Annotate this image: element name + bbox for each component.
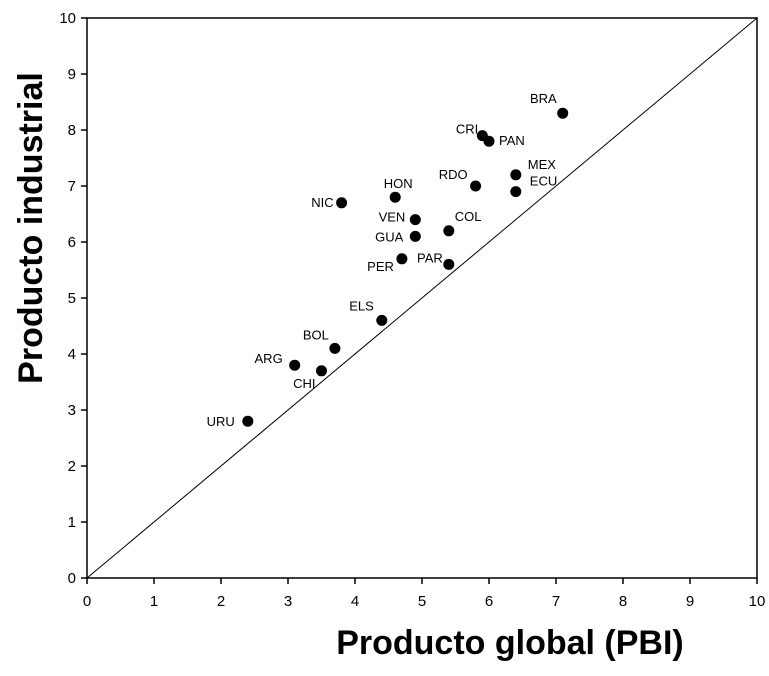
- point-label-hon: HON: [384, 176, 413, 191]
- point-label-cri: CRI: [456, 122, 478, 137]
- x-tick-label: 8: [619, 593, 627, 610]
- reference-diagonal-line: [86, 17, 758, 579]
- data-point-uru: [242, 415, 254, 427]
- x-tick-label: 4: [351, 593, 359, 610]
- y-tick-label: 3: [68, 402, 76, 419]
- point-label-bol: BOL: [303, 327, 329, 342]
- y-axis-title: Producto industrial: [12, 72, 50, 384]
- y-tick-label: 6: [68, 234, 76, 251]
- y-tick-label: 5: [68, 290, 76, 307]
- data-point-ven: [409, 214, 421, 226]
- data-point-per: [396, 253, 408, 265]
- x-tick-label: 1: [150, 593, 158, 610]
- x-tick-label: 5: [418, 593, 426, 610]
- data-point-par: [443, 258, 455, 270]
- data-point-col: [443, 225, 455, 237]
- point-label-pan: PAN: [499, 133, 525, 148]
- point-label-rdo: RDO: [439, 167, 468, 182]
- data-point-rdo: [470, 180, 482, 192]
- point-label-ven: VEN: [379, 210, 406, 225]
- x-tick-label: 2: [217, 593, 225, 610]
- y-tick-label: 9: [68, 66, 76, 83]
- point-label-els: ELS: [349, 298, 374, 313]
- y-tick-label: 4: [68, 346, 76, 363]
- data-point-nic: [336, 197, 348, 209]
- x-tick-label: 0: [83, 593, 91, 610]
- data-point-arg: [289, 359, 301, 371]
- y-tick-label: 0: [68, 570, 76, 587]
- point-label-arg: ARG: [255, 351, 283, 366]
- x-tick-label: 10: [749, 593, 766, 610]
- data-point-bol: [329, 342, 341, 354]
- x-axis-title: Producto global (PBI): [336, 624, 684, 662]
- y-axis: 0 1 2 3 4 5 6 7 8 9 10: [59, 10, 87, 587]
- data-point-gua: [409, 230, 421, 242]
- data-point-hon: [389, 191, 401, 203]
- point-label-par: PAR: [417, 250, 443, 265]
- x-tick-label: 6: [485, 593, 493, 610]
- point-label-nic: NIC: [311, 195, 333, 210]
- point-label-mex: MEX: [528, 157, 557, 172]
- point-label-ecu: ECU: [530, 174, 557, 189]
- y-tick-label: 10: [59, 10, 76, 27]
- data-point-bra: [557, 107, 569, 119]
- x-tick-label: 3: [284, 593, 292, 610]
- data-point-mex: [510, 169, 522, 181]
- point-label-bra: BRA: [530, 91, 557, 106]
- x-axis: 0 1 2 3 4 5 6 7 8 9 10: [83, 578, 766, 610]
- y-tick-label: 8: [68, 122, 76, 139]
- point-label-gua: GUA: [375, 229, 404, 244]
- data-point-ecu: [510, 186, 522, 198]
- data-point-pan: [483, 135, 495, 147]
- data-point-els: [376, 314, 388, 326]
- point-label-chi: CHI: [293, 376, 315, 391]
- y-tick-label: 2: [68, 458, 76, 475]
- point-label-per: PER: [367, 259, 394, 274]
- y-tick-label: 7: [68, 178, 76, 195]
- point-label-col: COL: [455, 209, 482, 224]
- x-tick-label: 9: [686, 593, 694, 610]
- data-point-chi: [316, 365, 327, 377]
- point-label-uru: URU: [207, 414, 235, 429]
- y-tick-label: 1: [68, 514, 76, 531]
- x-tick-label: 7: [552, 593, 560, 610]
